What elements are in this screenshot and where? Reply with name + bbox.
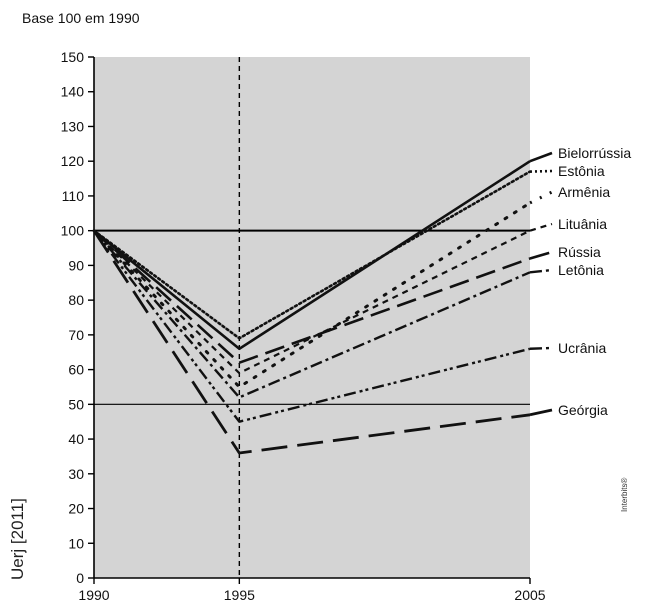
y-tick-label: 30 bbox=[68, 466, 84, 482]
source-note: Uerj [2011] bbox=[8, 498, 27, 580]
series-leader bbox=[529, 346, 553, 350]
series-leader bbox=[529, 222, 553, 232]
chart-subtitle: Base 100 em 1990 bbox=[22, 10, 140, 26]
series-label: Ucrânia bbox=[558, 340, 606, 356]
series-line-4 bbox=[93, 229, 531, 375]
series-label: Estônia bbox=[558, 163, 605, 179]
series-leader bbox=[529, 268, 553, 274]
y-tick-label: 20 bbox=[68, 501, 84, 517]
series-line-2 bbox=[92, 170, 532, 340]
series-lines bbox=[92, 160, 532, 455]
series-label: Letônia bbox=[558, 262, 604, 278]
series-leader bbox=[529, 250, 553, 260]
x-axis: 1990 1995 2005 bbox=[78, 577, 546, 603]
x-tick-label: 1990 bbox=[78, 587, 109, 603]
series-labels: Bielorrússia Estônia Armênia Lituânia Rússia… bbox=[529, 145, 631, 418]
credit-note: Interbits® bbox=[620, 477, 629, 512]
y-tick-label: 110 bbox=[62, 188, 85, 204]
series-label: Bielorrússia bbox=[558, 145, 631, 161]
y-tick-label: 100 bbox=[61, 223, 85, 239]
y-tick-label: 40 bbox=[68, 431, 84, 447]
series-line-6 bbox=[93, 229, 531, 399]
y-tick-label: 140 bbox=[61, 84, 85, 100]
y-tick-label: 130 bbox=[61, 118, 85, 134]
series-label: Rússia bbox=[558, 244, 601, 260]
y-axis: 0 10 20 30 40 50 60 70 80 90 100 110 120 130 140 150 bbox=[61, 49, 95, 586]
plot-area bbox=[94, 57, 530, 578]
y-tick-label: 90 bbox=[68, 257, 84, 273]
series-label: Lituânia bbox=[558, 216, 607, 232]
series-label: Armênia bbox=[558, 184, 610, 200]
series-leader bbox=[529, 408, 553, 417]
series-leader bbox=[529, 151, 553, 163]
y-tick-label: 80 bbox=[68, 292, 84, 308]
y-tick-label: 50 bbox=[68, 396, 84, 412]
series-line-7 bbox=[93, 229, 531, 423]
series-line-5 bbox=[93, 229, 531, 365]
x-tick-label: 1995 bbox=[224, 587, 255, 603]
series-leader bbox=[529, 169, 553, 173]
y-tick-label: 10 bbox=[68, 535, 84, 551]
series-line-8 bbox=[92, 229, 531, 455]
y-tick-label: 120 bbox=[61, 153, 85, 169]
y-tick-label: 0 bbox=[76, 570, 84, 586]
y-tick-label: 150 bbox=[61, 49, 85, 65]
series-label: Geórgia bbox=[558, 402, 608, 418]
x-tick-label: 2005 bbox=[514, 587, 545, 603]
y-tick-label: 60 bbox=[68, 362, 84, 378]
series-line-1 bbox=[93, 160, 531, 351]
y-tick-label: 70 bbox=[68, 327, 84, 343]
series-line-3 bbox=[92, 201, 532, 389]
series-leader bbox=[529, 190, 553, 205]
